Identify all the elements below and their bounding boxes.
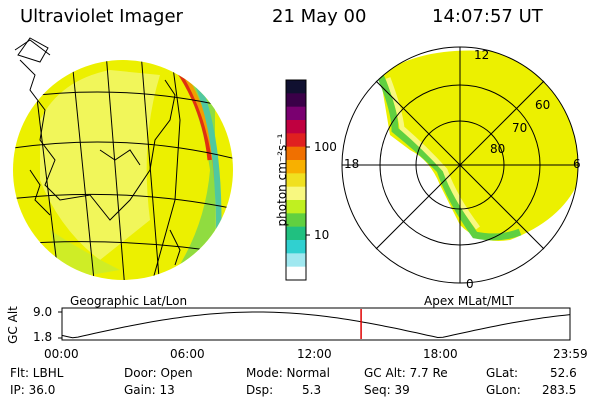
colorbar-stripe xyxy=(286,253,306,268)
time-label: 14:07:57 UT xyxy=(432,6,543,27)
geographic-image xyxy=(13,37,233,280)
colorbar-stripe xyxy=(286,80,306,94)
colorbar-stripe xyxy=(286,226,306,241)
gain-status: Gain: 13 xyxy=(124,383,175,397)
mlt-label-0: 0 xyxy=(466,277,474,291)
x-tick-1800: 18:00 xyxy=(423,347,458,361)
colorbar-stripe xyxy=(286,93,306,108)
lat-label-80: 80 xyxy=(490,142,506,156)
colorbar-stripe xyxy=(286,173,306,188)
colorbar-tick-100: 100 xyxy=(314,140,337,154)
mlt-label-18: 18 xyxy=(344,157,360,171)
glat-label: GLat: xyxy=(486,366,519,380)
coastline-outline xyxy=(14,39,181,266)
colorbar xyxy=(285,79,310,281)
geo-latlon-title: Geographic Lat/Lon xyxy=(70,294,188,308)
seq-status: Seq: 39 xyxy=(364,383,410,397)
colorbar-stripe xyxy=(286,213,306,228)
colorbar-stripe xyxy=(286,146,306,161)
app-title: Ultraviolet Imager xyxy=(20,6,183,27)
altitude-max-label: 9.0 xyxy=(33,305,53,319)
colorbar-stripe xyxy=(286,186,306,201)
apex-mlat-title: Apex MLat/MLT xyxy=(424,294,514,308)
colorbar-stripe xyxy=(286,120,306,134)
x-tick-2359: 23:59 xyxy=(553,347,588,361)
lat-label-60: 60 xyxy=(535,98,551,112)
dsp-label: Dsp: xyxy=(246,383,274,397)
colorbar-stripe xyxy=(286,266,306,281)
date-label: 21 May 00 xyxy=(272,6,367,27)
colorbar-stripe xyxy=(286,200,306,214)
mode-status: Mode: Normal xyxy=(246,366,330,380)
filter-status: Flt: LBHL xyxy=(10,366,64,380)
dsp-value: 5.3 xyxy=(302,383,322,397)
mlt-label-12: 12 xyxy=(474,48,490,62)
colorbar-stripe xyxy=(286,240,306,254)
door-status: Door: Open xyxy=(124,366,193,380)
colorbar-tick-10: 10 xyxy=(314,228,330,242)
x-tick-1200: 12:00 xyxy=(297,347,332,361)
glat-value: 52.6 xyxy=(550,366,577,380)
ip-status: IP: 36.0 xyxy=(10,383,56,397)
mlt-label-6: 6 xyxy=(573,157,581,171)
glon-label: GLon: xyxy=(486,383,521,397)
colorbar-stripe xyxy=(286,160,306,174)
x-tick-0600: 06:00 xyxy=(170,347,205,361)
lat-label-70: 70 xyxy=(512,121,528,135)
altitude-plot xyxy=(58,307,571,341)
colorbar-stripe xyxy=(286,106,306,121)
gc-alt-status: GC Alt: 7.7 Re xyxy=(364,366,448,380)
colorbar-unit-label: photon cm⁻²s⁻¹ xyxy=(275,133,289,227)
x-tick-0000: 00:00 xyxy=(44,347,79,361)
altitude-min-label: 1.8 xyxy=(33,330,53,344)
glon-value: 283.5 xyxy=(542,383,577,397)
altitude-axis-label: GC Alt xyxy=(6,306,20,344)
polar-mlt-plot xyxy=(341,46,579,284)
colorbar-stripe xyxy=(286,133,306,148)
